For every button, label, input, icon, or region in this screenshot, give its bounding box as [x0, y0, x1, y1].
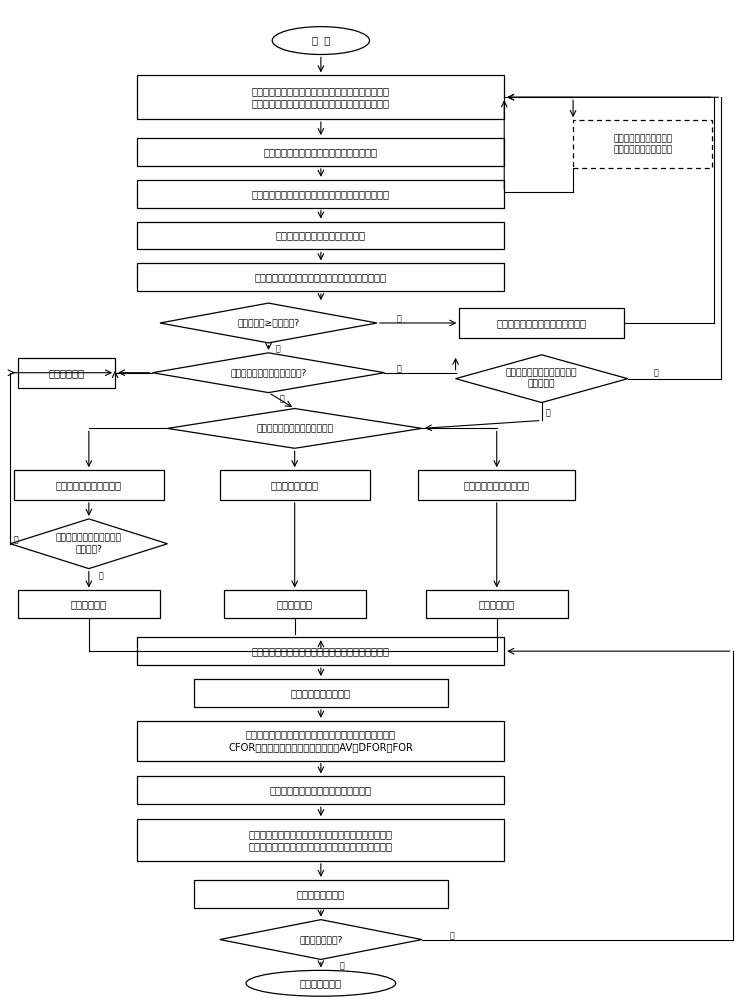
Ellipse shape	[272, 27, 369, 54]
Bar	[418, 470, 575, 500]
Bar	[137, 776, 504, 804]
Bar	[194, 679, 448, 707]
Text: 检验该二段投入后约束条件
是否满足?: 检验该二段投入后约束条件 是否满足?	[56, 534, 122, 554]
Text: 否: 否	[276, 344, 280, 353]
Text: 按最小比耗安排启动顺序，按微增成本将机组段排序: 按最小比耗安排启动顺序，按微增成本将机组段排序	[252, 189, 390, 199]
Polygon shape	[160, 303, 377, 343]
Text: 在剩余的分段中找到成本最低段: 在剩余的分段中找到成本最低段	[256, 424, 333, 433]
Text: 根据递推公式修正累积概率和累积频率: 根据递推公式修正累积概率和累积频率	[270, 785, 372, 795]
Polygon shape	[11, 519, 167, 569]
Bar	[459, 308, 624, 338]
Bar	[137, 721, 504, 761]
Text: 否: 否	[339, 961, 345, 970]
Bar	[137, 637, 504, 665]
Text: 根据负荷的时序曲线和风电、太阳能和水电相关出力
曲线，在考虑强迫出力情况下修正原始时序负荷曲线: 根据负荷的时序曲线和风电、太阳能和水电相关出力 曲线，在考虑强迫出力情况下修正原…	[252, 86, 390, 108]
Bar	[137, 263, 504, 291]
Text: 还有机组分段不?: 还有机组分段不?	[299, 935, 342, 944]
Text: 总投入容量≥最大负荷?: 总投入容量≥最大负荷?	[238, 318, 299, 327]
Text: 暂不考虑此段: 暂不考虑此段	[48, 368, 84, 378]
Bar	[137, 819, 504, 861]
Text: 累加总的投运容量: 累加总的投运容量	[297, 889, 345, 899]
Text: 第二分段投入: 第二分段投入	[71, 599, 107, 609]
Text: 在系统数据合理的情况下
重新修正风电，否则终止: 在系统数据合理的情况下 重新修正风电，否则终止	[613, 134, 673, 154]
Bar	[224, 590, 366, 618]
Text: 其他分段投入: 其他分段投入	[277, 599, 313, 609]
Bar	[14, 470, 164, 500]
Text: 分段机组第一段成本最低: 分段机组第一段成本最低	[464, 480, 530, 490]
Text: 进行概率生产模拟，计算投入发电机的发电量、生产成
本以及可靠性指标；另外，可计算机组冷热启动次数等: 进行概率生产模拟，计算投入发电机的发电量、生产成 本以及可靠性指标；另外，可计算…	[249, 829, 393, 851]
Text: 开  始: 开 始	[311, 36, 330, 46]
Polygon shape	[167, 409, 422, 448]
Polygon shape	[220, 920, 422, 959]
Bar	[194, 880, 448, 908]
Bar	[137, 222, 504, 249]
Bar	[220, 470, 369, 500]
Text: 判断当前投入的机组分段类型，转化为两状态机组模型求
CFOR，或转化为三状态机组模型求出AV、DFOR、FOR: 判断当前投入的机组分段类型，转化为两状态机组模型求 CFOR，或转化为三状态机组…	[228, 729, 413, 752]
Text: 只用考虑经济性安排机组投运顺序: 只用考虑经济性安排机组投运顺序	[497, 318, 587, 328]
Polygon shape	[455, 355, 628, 403]
Text: 根据投入机组分段，修正系统的爬坡容量和备用容量: 根据投入机组分段，修正系统的爬坡容量和备用容量	[252, 646, 390, 656]
Text: 是: 是	[99, 571, 103, 580]
Text: 是: 是	[397, 315, 402, 324]
Text: 否: 否	[654, 368, 659, 377]
Text: 将时序净负荷曲线转化为等效持续负荷曲线: 将时序净负荷曲线转化为等效持续负荷曲线	[264, 147, 378, 157]
Text: 求原始负荷的累积频率和累积概率: 求原始负荷的累积频率和累积概率	[276, 230, 366, 240]
Text: 其他机组成本最低: 其他机组成本最低	[271, 480, 319, 490]
Bar	[137, 138, 504, 166]
Text: 安排强迫机组出力，累加初始爬坡容量和备用容量: 安排强迫机组出力，累加初始爬坡容量和备用容量	[255, 272, 387, 282]
Polygon shape	[152, 353, 385, 393]
Ellipse shape	[246, 970, 396, 996]
Text: 是: 是	[280, 394, 284, 403]
Text: 是: 是	[449, 931, 454, 940]
Text: 否: 否	[14, 535, 19, 544]
Text: 否: 否	[397, 364, 402, 373]
Bar	[18, 358, 115, 388]
Text: 是否还有两分段机组的第一分
段没有投入: 是否还有两分段机组的第一分 段没有投入	[506, 369, 578, 389]
Text: 分段机组第二段成本最低: 分段机组第二段成本最低	[56, 480, 122, 490]
Text: 第一分段投入: 第一分段投入	[479, 599, 515, 609]
Text: 爬坡容量和备用容量是否满足?: 爬坡容量和备用容量是否满足?	[230, 368, 307, 377]
Text: 输出结果，结束: 输出结果，结束	[300, 978, 342, 988]
Text: 是: 是	[545, 408, 550, 417]
Bar	[137, 75, 504, 119]
Bar	[137, 180, 504, 208]
Text: 计算需求率和不需求率: 计算需求率和不需求率	[291, 688, 351, 698]
Bar	[18, 590, 160, 618]
Bar	[426, 590, 568, 618]
Bar	[574, 120, 712, 168]
